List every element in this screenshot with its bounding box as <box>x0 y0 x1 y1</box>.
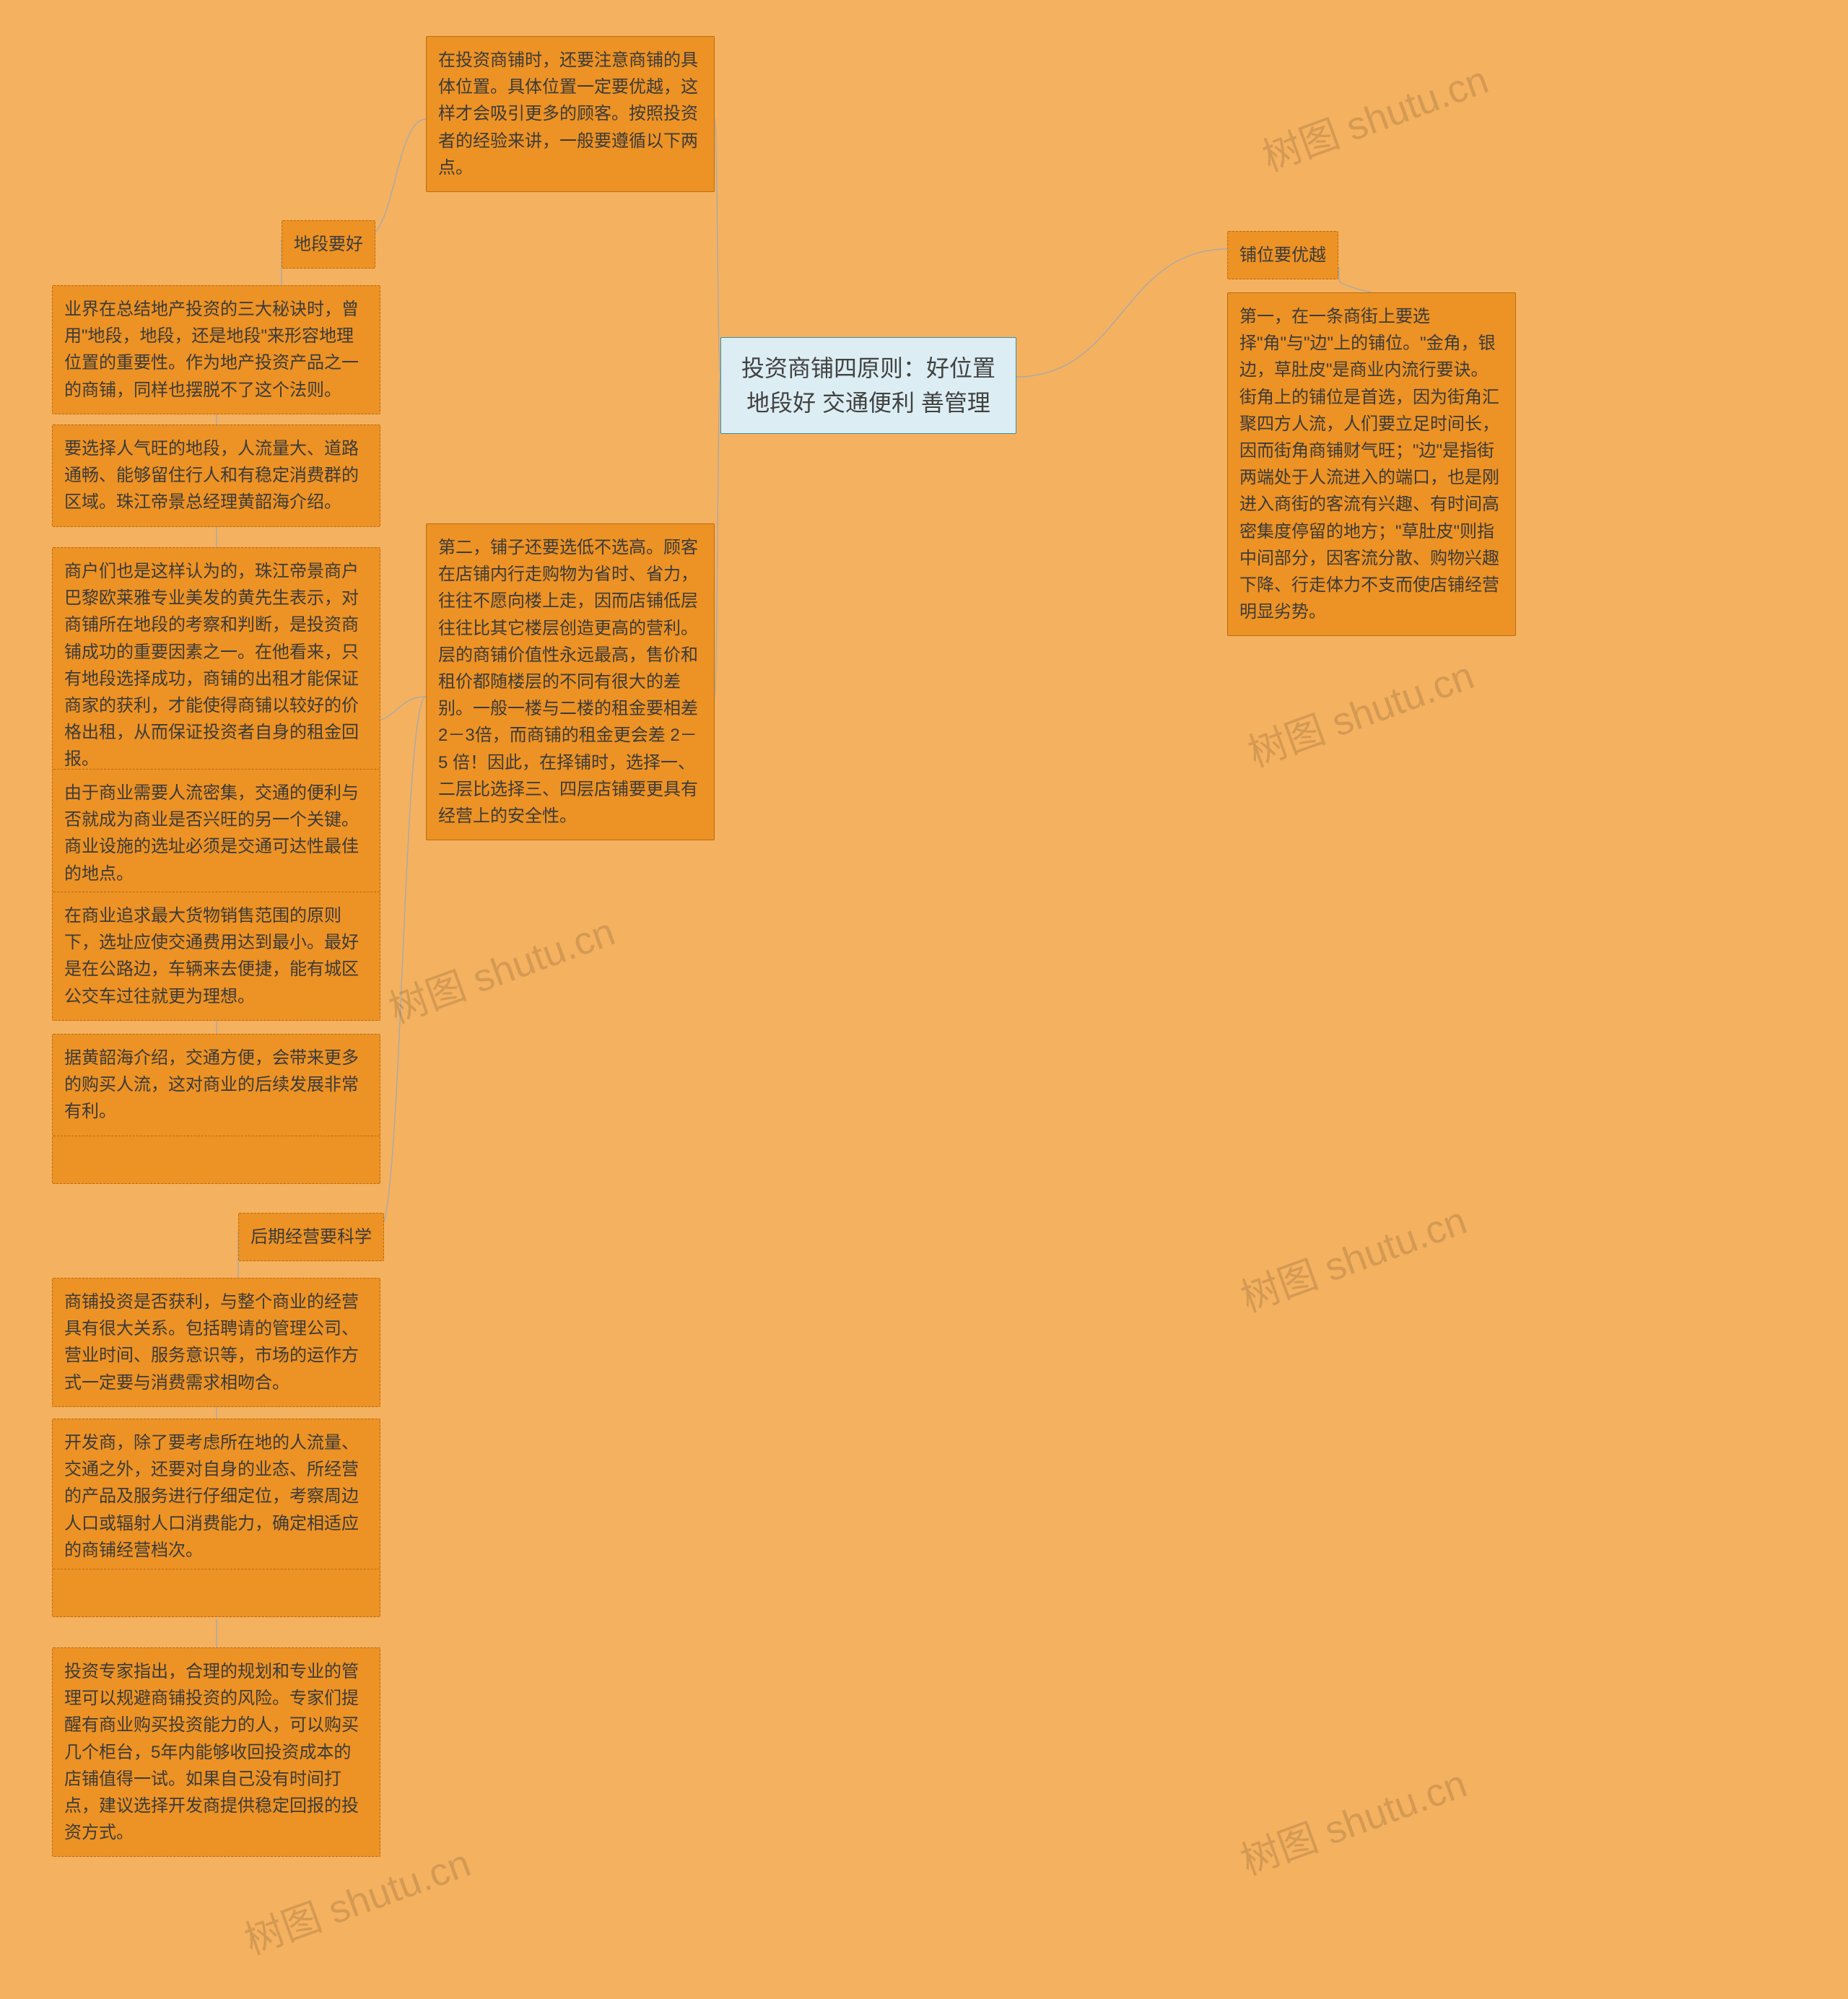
detail-d_location3[interactable]: 商户们也是这样认为的，珠江帝景商户巴黎欧莱雅专业美发的黄先生表示，对商铺所在地段… <box>52 547 380 784</box>
detail-d_traffic3[interactable]: 据黄韶海介绍，交通方便，会带来更多的购买人流，这对商业的后续发展非常有利。 <box>52 1034 380 1136</box>
detail-d_traffic1[interactable]: 由于商业需要人流密集，交通的便利与否就成为商业是否兴旺的另一个关键。商业设施的选… <box>52 769 380 898</box>
right-detail-node[interactable]: 第一，在一条商街上要选择"角"与"边"上的铺位。"金角，银边，草肚皮"是商业内流… <box>1227 292 1516 636</box>
detail-d_manage2[interactable]: 开发商，除了要考虑所在地的人流量、交通之外，还要对自身的业态、所经营的产品及服务… <box>52 1419 380 1575</box>
second-detail-node[interactable]: 第二，铺子还要选低不选高。顾客在店铺内行走购物为省时、省力，往往不愿向楼上走，因… <box>426 523 715 840</box>
mindmap-canvas: 投资商铺四原则：好位置地段好 交通便利 善管理 在投资商铺时，还要注意商铺的具体… <box>0 0 1848 1999</box>
detail-d_traffic4[interactable] <box>52 1136 380 1184</box>
heading-h_shop_adv[interactable]: 铺位要优越 <box>1227 231 1338 279</box>
heading-h_manage[interactable]: 后期经营要科学 <box>238 1213 384 1261</box>
detail-d_manage1[interactable]: 商铺投资是否获利，与整个商业的经营具有很大关系。包括聘请的管理公司、营业时间、服… <box>52 1278 380 1407</box>
detail-d_location2[interactable]: 要选择人气旺的地段，人流量大、道路通畅、能够留住行人和有稳定消费群的区域。珠江帝… <box>52 424 380 527</box>
detail-d_location1[interactable]: 业界在总结地产投资的三大秘诀时，曾用"地段，地段，还是地段"来形容地理位置的重要… <box>52 285 380 414</box>
detail-d_traffic2[interactable]: 在商业追求最大货物销售范围的原则下，选址应使交通费用达到最小。最好是在公路边，车… <box>52 892 380 1021</box>
root-node[interactable]: 投资商铺四原则：好位置地段好 交通便利 善管理 <box>720 337 1016 434</box>
left-intro-node[interactable]: 在投资商铺时，还要注意商铺的具体位置。具体位置一定要优越，这样才会吸引更多的顾客… <box>426 36 715 192</box>
detail-d_manage4[interactable]: 投资专家指出，合理的规划和专业的管理可以规避商铺投资的风险。专家们提醒有商业购买… <box>52 1647 380 1857</box>
detail-d_manage3[interactable] <box>52 1569 380 1617</box>
heading-h_location_good[interactable]: 地段要好 <box>282 220 375 269</box>
